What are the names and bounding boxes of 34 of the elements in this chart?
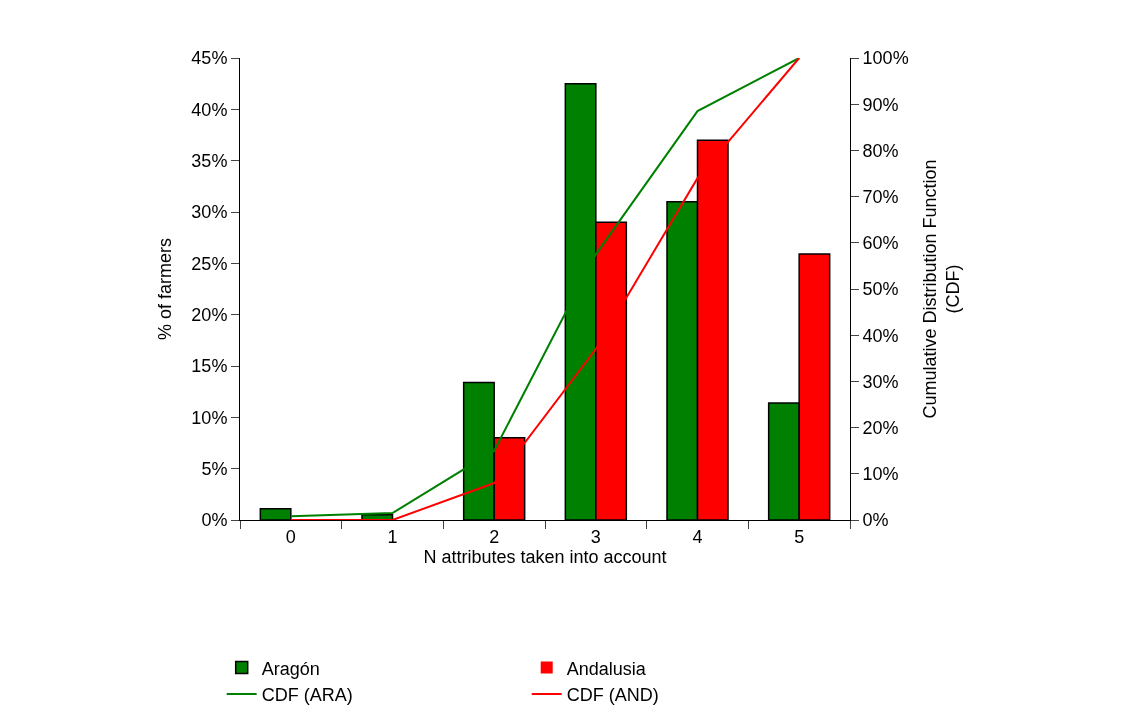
- y-tick-label: 0%: [201, 510, 228, 531]
- y2-tick-label: 30%: [862, 371, 899, 392]
- y-tick-label: 40%: [191, 99, 228, 120]
- x-tick-label: 0: [285, 526, 296, 547]
- x-tick-label: 4: [692, 526, 703, 547]
- y2-tick-label: 70%: [862, 186, 899, 207]
- legend-label: CDF (ARA): [261, 684, 353, 705]
- y2-axis-title: Cumulative Distribution Function (CDF): [919, 159, 964, 419]
- x-axis-title: N attributes taken into account: [423, 546, 667, 567]
- y2-tick-label: 60%: [862, 233, 899, 254]
- y-tick-label: 20%: [191, 304, 228, 325]
- legend-label: Andalusia: [566, 658, 647, 679]
- legend-label: Aragón: [261, 658, 320, 679]
- y2-tick-label: 50%: [862, 279, 899, 300]
- y-tick-label: 30%: [191, 202, 228, 223]
- y-axis-title: % of farmers: [154, 237, 175, 341]
- y2-tick-label: 40%: [862, 325, 899, 346]
- legend-label: CDF (AND): [566, 684, 659, 705]
- x-tick-label: 3: [590, 526, 601, 547]
- x-tick-label: 5: [794, 526, 805, 547]
- y2-tick-label: 100%: [862, 48, 909, 69]
- y-tick-label: 35%: [191, 150, 228, 171]
- y-tick-label: 5%: [201, 458, 228, 479]
- y2-tick-label: 80%: [862, 140, 899, 161]
- y2-tick-label: 90%: [862, 94, 899, 115]
- y-tick-label: 25%: [191, 253, 228, 274]
- y-tick-label: 15%: [191, 356, 228, 377]
- y2-tick-label: 10%: [862, 464, 899, 485]
- x-tick-label: 1: [387, 526, 398, 547]
- y-tick-label: 10%: [191, 407, 228, 428]
- y2-tick-label: 0%: [862, 510, 889, 531]
- y-tick-label: 45%: [191, 48, 228, 69]
- y2-tick-label: 20%: [862, 417, 899, 438]
- x-tick-label: 2: [489, 526, 500, 547]
